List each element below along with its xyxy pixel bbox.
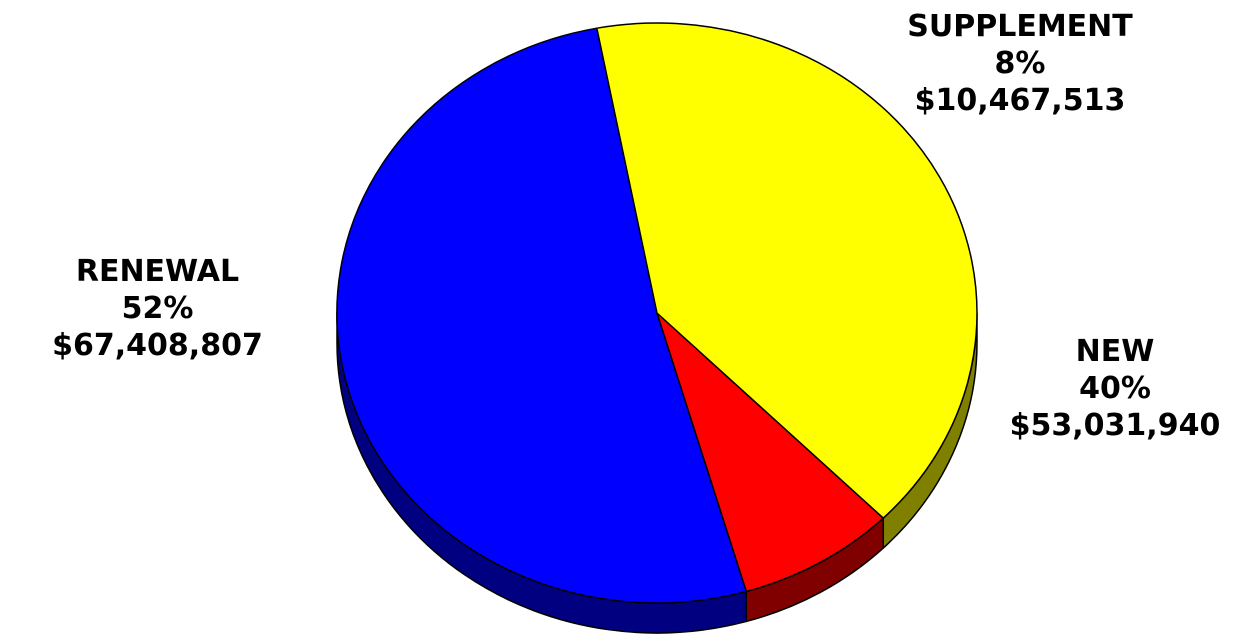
- pie-top: [336, 22, 978, 604]
- pie-slice-renewal: [336, 27, 748, 604]
- label-new: NEW 40% $53,031,940: [995, 333, 1235, 444]
- slice-percent-supplement: 8%: [994, 46, 1046, 81]
- slice-amount-supplement: $10,467,513: [914, 83, 1126, 118]
- slice-name-supplement: SUPPLEMENT: [907, 9, 1133, 44]
- slice-amount-new: $53,031,940: [1009, 408, 1221, 443]
- slice-name-renewal: RENEWAL: [75, 254, 240, 289]
- slice-name-new: NEW: [1075, 334, 1155, 369]
- pie-slice-new: [596, 22, 978, 519]
- slice-percent-new: 40%: [1079, 371, 1151, 406]
- slice-amount-renewal: $67,408,807: [52, 328, 263, 363]
- label-renewal: RENEWAL 52% $67,408,807: [10, 253, 305, 364]
- label-supplement: SUPPLEMENT 8% $10,467,513: [855, 8, 1185, 119]
- slice-percent-renewal: 52%: [121, 291, 194, 326]
- pie-slice-supplement: [656, 312, 885, 593]
